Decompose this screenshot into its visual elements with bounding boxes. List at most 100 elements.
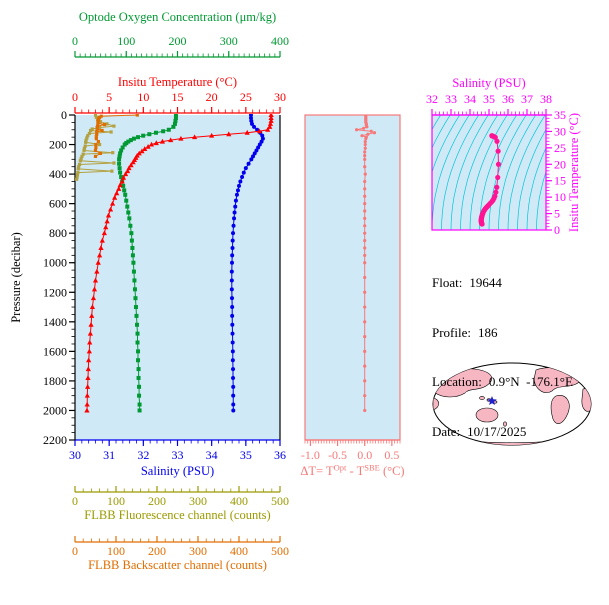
float-info-row: Date: 10/17/2025 <box>432 424 573 441</box>
svg-text:1600: 1600 <box>43 344 67 358</box>
svg-text:0.0: 0.0 <box>357 448 372 462</box>
svg-text:-1.0: -1.0 <box>301 448 320 462</box>
date-label: Date: <box>432 423 461 439</box>
svg-text:32: 32 <box>137 448 149 462</box>
temperature-axis-title: Insitu Temperature (°C) <box>118 75 237 89</box>
svg-text:30: 30 <box>69 448 81 462</box>
svg-text:0.5: 0.5 <box>384 448 399 462</box>
float-location-marker <box>487 396 497 405</box>
svg-text:30: 30 <box>554 124 566 138</box>
fluorescence-axis-title: FLBB Fluorescence channel (counts) <box>84 508 270 522</box>
svg-text:300: 300 <box>189 544 207 558</box>
svg-text:0: 0 <box>554 223 560 237</box>
svg-text:33: 33 <box>172 448 184 462</box>
location-value: 0.9°N -176.1°E <box>488 374 573 389</box>
salinity-axis-title: Salinity (PSU) <box>141 464 214 478</box>
float-info-row: Location: 0.9°N -176.1°E <box>432 374 573 391</box>
svg-text:0: 0 <box>72 90 78 104</box>
date-value: 10/17/2025 <box>467 423 527 439</box>
svg-text:10: 10 <box>137 90 149 104</box>
temperature-axis: 0 5 10 15 20 25 30 Insitu Temperature (°C) <box>72 75 286 114</box>
svg-text:1800: 1800 <box>43 374 67 388</box>
svg-text:35: 35 <box>483 92 495 106</box>
oxygen-axis: 0 100 200 300 400 Optode Oxygen Concentration… <box>72 10 289 58</box>
salinity-axis: 30 31 32 33 34 35 36 Salinity (PSU) <box>69 439 286 478</box>
ts-layer <box>478 133 502 227</box>
delta-t-axis: -1.0 -0.5 0.0 0.5 <box>301 439 401 462</box>
svg-text:32: 32 <box>426 92 438 106</box>
svg-text:33: 33 <box>445 92 457 106</box>
svg-text:300: 300 <box>220 34 238 48</box>
svg-text:200: 200 <box>169 34 187 48</box>
svg-text:100: 100 <box>117 34 135 48</box>
ts-salinity-axis-title: Salinity (PSU) <box>452 76 525 90</box>
svg-text:37: 37 <box>521 92 533 106</box>
ts-salinity-axis: 32 33 34 35 36 37 38 Salinity (PSU) <box>426 76 552 116</box>
svg-text:0: 0 <box>61 108 67 122</box>
svg-text:31: 31 <box>103 448 115 462</box>
svg-text:35: 35 <box>554 108 566 122</box>
svg-text:0: 0 <box>72 34 78 48</box>
float-info: Float: 19644 Profile: 186 Location: 0.9°N -… <box>432 242 573 473</box>
fluorescence-series <box>75 114 116 181</box>
svg-text:20: 20 <box>554 157 566 171</box>
svg-text:400: 400 <box>230 494 248 508</box>
pressure-axis: 0 200 400 600 800 1000 1200 1400 1600 1800 2000 220… <box>9 108 281 447</box>
delta-t-axis-title: ΔT= TOpt - TSBE (°C) <box>300 463 404 479</box>
svg-text:1200: 1200 <box>43 285 67 299</box>
svg-text:15: 15 <box>554 174 566 188</box>
svg-text:15: 15 <box>172 90 184 104</box>
svg-text:2000: 2000 <box>43 403 67 417</box>
backscatter-axis-title: FLBB Backscatter channel (counts) <box>88 558 267 572</box>
backscatter-axis: 0 100 200 300 400 500 FLBB Backscatter channel… <box>72 536 289 572</box>
svg-text:400: 400 <box>271 34 289 48</box>
delta-t-layer <box>354 115 377 413</box>
density-contours <box>432 115 546 230</box>
delta-t-series <box>354 115 377 413</box>
float-info-row: Float: 19644 <box>432 275 573 292</box>
ts-temperature-axis-title: Insitu Temperature (°C) <box>567 113 581 232</box>
location-label: Location: <box>432 374 482 389</box>
main-series-layer <box>75 114 274 413</box>
float-value: 19644 <box>469 275 502 290</box>
svg-text:-0.5: -0.5 <box>328 448 347 462</box>
svg-text:1400: 1400 <box>43 315 67 329</box>
svg-text:0: 0 <box>72 494 78 508</box>
oxygen-series <box>117 114 178 413</box>
svg-text:35: 35 <box>240 448 252 462</box>
svg-text:300: 300 <box>189 494 207 508</box>
salinity-series <box>229 114 265 413</box>
svg-text:10: 10 <box>554 190 566 204</box>
svg-text:200: 200 <box>49 138 67 152</box>
profile-value: 186 <box>478 324 498 340</box>
svg-text:36: 36 <box>274 448 286 462</box>
svg-text:600: 600 <box>49 197 67 211</box>
svg-text:800: 800 <box>49 226 67 240</box>
svg-text:25: 25 <box>554 141 566 155</box>
svg-text:400: 400 <box>49 167 67 181</box>
svg-text:5: 5 <box>106 90 112 104</box>
backscatter-series <box>93 114 139 158</box>
ts-temperature-axis: 0 5 10 15 20 25 30 35 Insitu Temperature (°C) <box>546 108 581 237</box>
svg-text:500: 500 <box>271 544 289 558</box>
svg-text:34: 34 <box>464 92 476 106</box>
temperature-series <box>84 114 274 413</box>
svg-text:100: 100 <box>107 494 125 508</box>
float-info-row: Profile: 186 <box>432 325 573 342</box>
svg-text:38: 38 <box>540 92 552 106</box>
svg-text:500: 500 <box>271 494 289 508</box>
svg-text:2200: 2200 <box>43 433 67 447</box>
svg-text:400: 400 <box>230 544 248 558</box>
svg-text:20: 20 <box>206 90 218 104</box>
svg-text:34: 34 <box>206 448 218 462</box>
svg-text:0: 0 <box>72 544 78 558</box>
svg-text:5: 5 <box>554 207 560 221</box>
ts-curve-series <box>478 133 502 227</box>
pressure-axis-title: Pressure (decibar) <box>9 232 23 323</box>
svg-text:30: 30 <box>274 90 286 104</box>
svg-text:25: 25 <box>240 90 252 104</box>
float-label: Float: <box>432 275 463 290</box>
svg-text:200: 200 <box>148 494 166 508</box>
